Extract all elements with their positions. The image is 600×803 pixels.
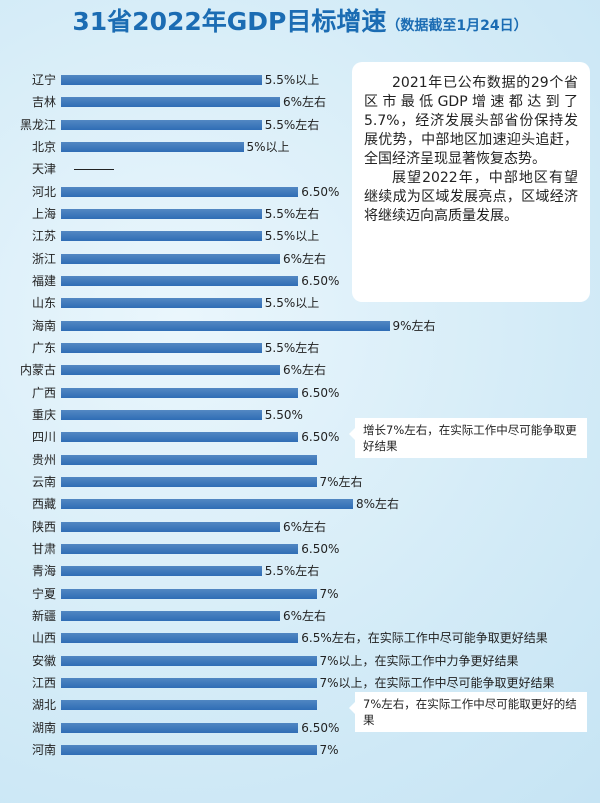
category-label: 广西 (31, 385, 56, 400)
category-label: 黑龙江 (19, 117, 56, 132)
category-label: 山东 (31, 296, 56, 311)
bar (61, 97, 280, 108)
value-label: 5.5%左右 (264, 117, 320, 132)
value-label: 9%左右 (392, 318, 436, 333)
bar (61, 320, 390, 331)
category-label: 新疆 (31, 608, 56, 623)
category-label: 安徽 (31, 653, 56, 668)
category-label: 福建 (31, 273, 56, 288)
bar (61, 231, 262, 242)
category-label: 贵州 (31, 452, 56, 467)
bar (61, 521, 280, 532)
bar (61, 275, 299, 286)
value-label: 7% (319, 742, 339, 757)
title-bar: 31省2022年GDP目标增速（数据截至1月24日） (0, 2, 600, 44)
bar (61, 208, 262, 219)
category-label: 重庆 (31, 407, 56, 422)
bar (61, 677, 317, 688)
value-label: 8%左右 (356, 497, 400, 512)
value-label: 6%左右 (283, 608, 327, 623)
category-label: 江西 (31, 675, 56, 690)
bar (61, 499, 353, 510)
value-label: 6.5%左右，在实际工作中尽可能争取更好结果 (301, 631, 548, 646)
bar (61, 253, 280, 264)
category-label: 河北 (31, 184, 56, 199)
value-label: 5.50% (264, 407, 303, 422)
bar (61, 409, 262, 420)
category-label: 陕西 (31, 519, 56, 534)
bar (61, 75, 262, 85)
bar (61, 588, 317, 599)
category-label: 湖南 (31, 720, 56, 735)
value-label: 5.5%左右 (264, 206, 320, 221)
category-label: 内蒙古 (19, 363, 56, 378)
bar (61, 141, 244, 152)
value-callout: 7%左右，在实际工作中尽可能取更好的结果 (349, 692, 587, 732)
category-label: 甘肃 (31, 541, 56, 556)
value-label: 5.5%以上 (264, 73, 320, 87)
bar (61, 655, 317, 666)
bar (61, 610, 280, 621)
bar (61, 566, 262, 577)
value-label: 6.50% (301, 430, 340, 445)
bar (61, 119, 262, 130)
value-label: 6%左右 (283, 519, 327, 534)
bar (61, 633, 299, 644)
category-label: 青海 (31, 564, 56, 579)
category-label: 北京 (31, 139, 56, 154)
bar (61, 543, 299, 554)
bar (61, 365, 280, 376)
category-label: 四川 (31, 430, 56, 445)
category-label: 宁夏 (31, 586, 56, 601)
bar (61, 476, 317, 487)
value-label: 7%以上，在实际工作中尽可能争取更好结果 (319, 675, 555, 690)
value-label: 6%左右 (283, 363, 327, 378)
no-data-dash (74, 169, 114, 171)
bar (61, 186, 299, 197)
bar (61, 744, 317, 755)
value-label: 7%以上，在实际工作中力争更好结果 (319, 653, 519, 668)
category-label: 海南 (31, 318, 56, 333)
chart-subtitle: （数据截至1月24日） (386, 18, 528, 34)
bar (61, 700, 317, 711)
category-label: 云南 (31, 474, 56, 489)
category-label: 广东 (31, 340, 56, 355)
category-label: 山西 (31, 631, 56, 646)
category-label: 浙江 (31, 251, 56, 266)
value-label: 6%左右 (283, 251, 327, 266)
value-label: 7%左右 (319, 474, 363, 489)
bar (61, 454, 317, 465)
value-label: 5.5%左右 (264, 564, 320, 579)
value-label: 6.50% (301, 273, 340, 288)
note-box: 2021年已公布数据的29个省区市最低GDP增速都达到了5.7%，经济发展头部省… (352, 62, 590, 302)
note-paragraph: 2021年已公布数据的29个省区市最低GDP增速都达到了5.7%，经济发展头部省… (364, 75, 578, 167)
category-label: 上海 (31, 206, 56, 221)
value-label: 5.5%以上 (264, 296, 320, 311)
value-label: 6.50% (301, 541, 340, 556)
value-label: 5.5%左右 (264, 340, 320, 355)
category-label: 西藏 (31, 497, 56, 512)
category-label: 江苏 (31, 229, 56, 244)
bar (61, 432, 299, 443)
category-label: 辽宁 (31, 73, 56, 87)
bar (61, 722, 299, 733)
category-label: 湖北 (31, 698, 56, 713)
value-callout: 增长7%左右，在实际工作中尽可能争取更好结果 (349, 418, 587, 458)
bar (61, 342, 262, 353)
bar (61, 298, 262, 309)
category-label: 河南 (31, 742, 56, 757)
chart-title: 31省2022年GDP目标增速 (72, 7, 387, 36)
value-label: 6%左右 (283, 95, 327, 110)
value-label: 5%以上 (246, 139, 290, 154)
value-label: 6.50% (301, 184, 340, 199)
category-label: 吉林 (31, 95, 56, 110)
value-label: 6.50% (301, 385, 340, 400)
value-label: 5.5%以上 (264, 229, 320, 244)
value-label: 7% (319, 586, 339, 601)
note-paragraph: 展望2022年，中部地区有望继续成为区域发展亮点，区域经济将继续迈向高质量发展。 (364, 170, 578, 224)
value-label: 6.50% (301, 720, 340, 735)
bar (61, 387, 299, 398)
category-label: 天津 (31, 162, 56, 177)
